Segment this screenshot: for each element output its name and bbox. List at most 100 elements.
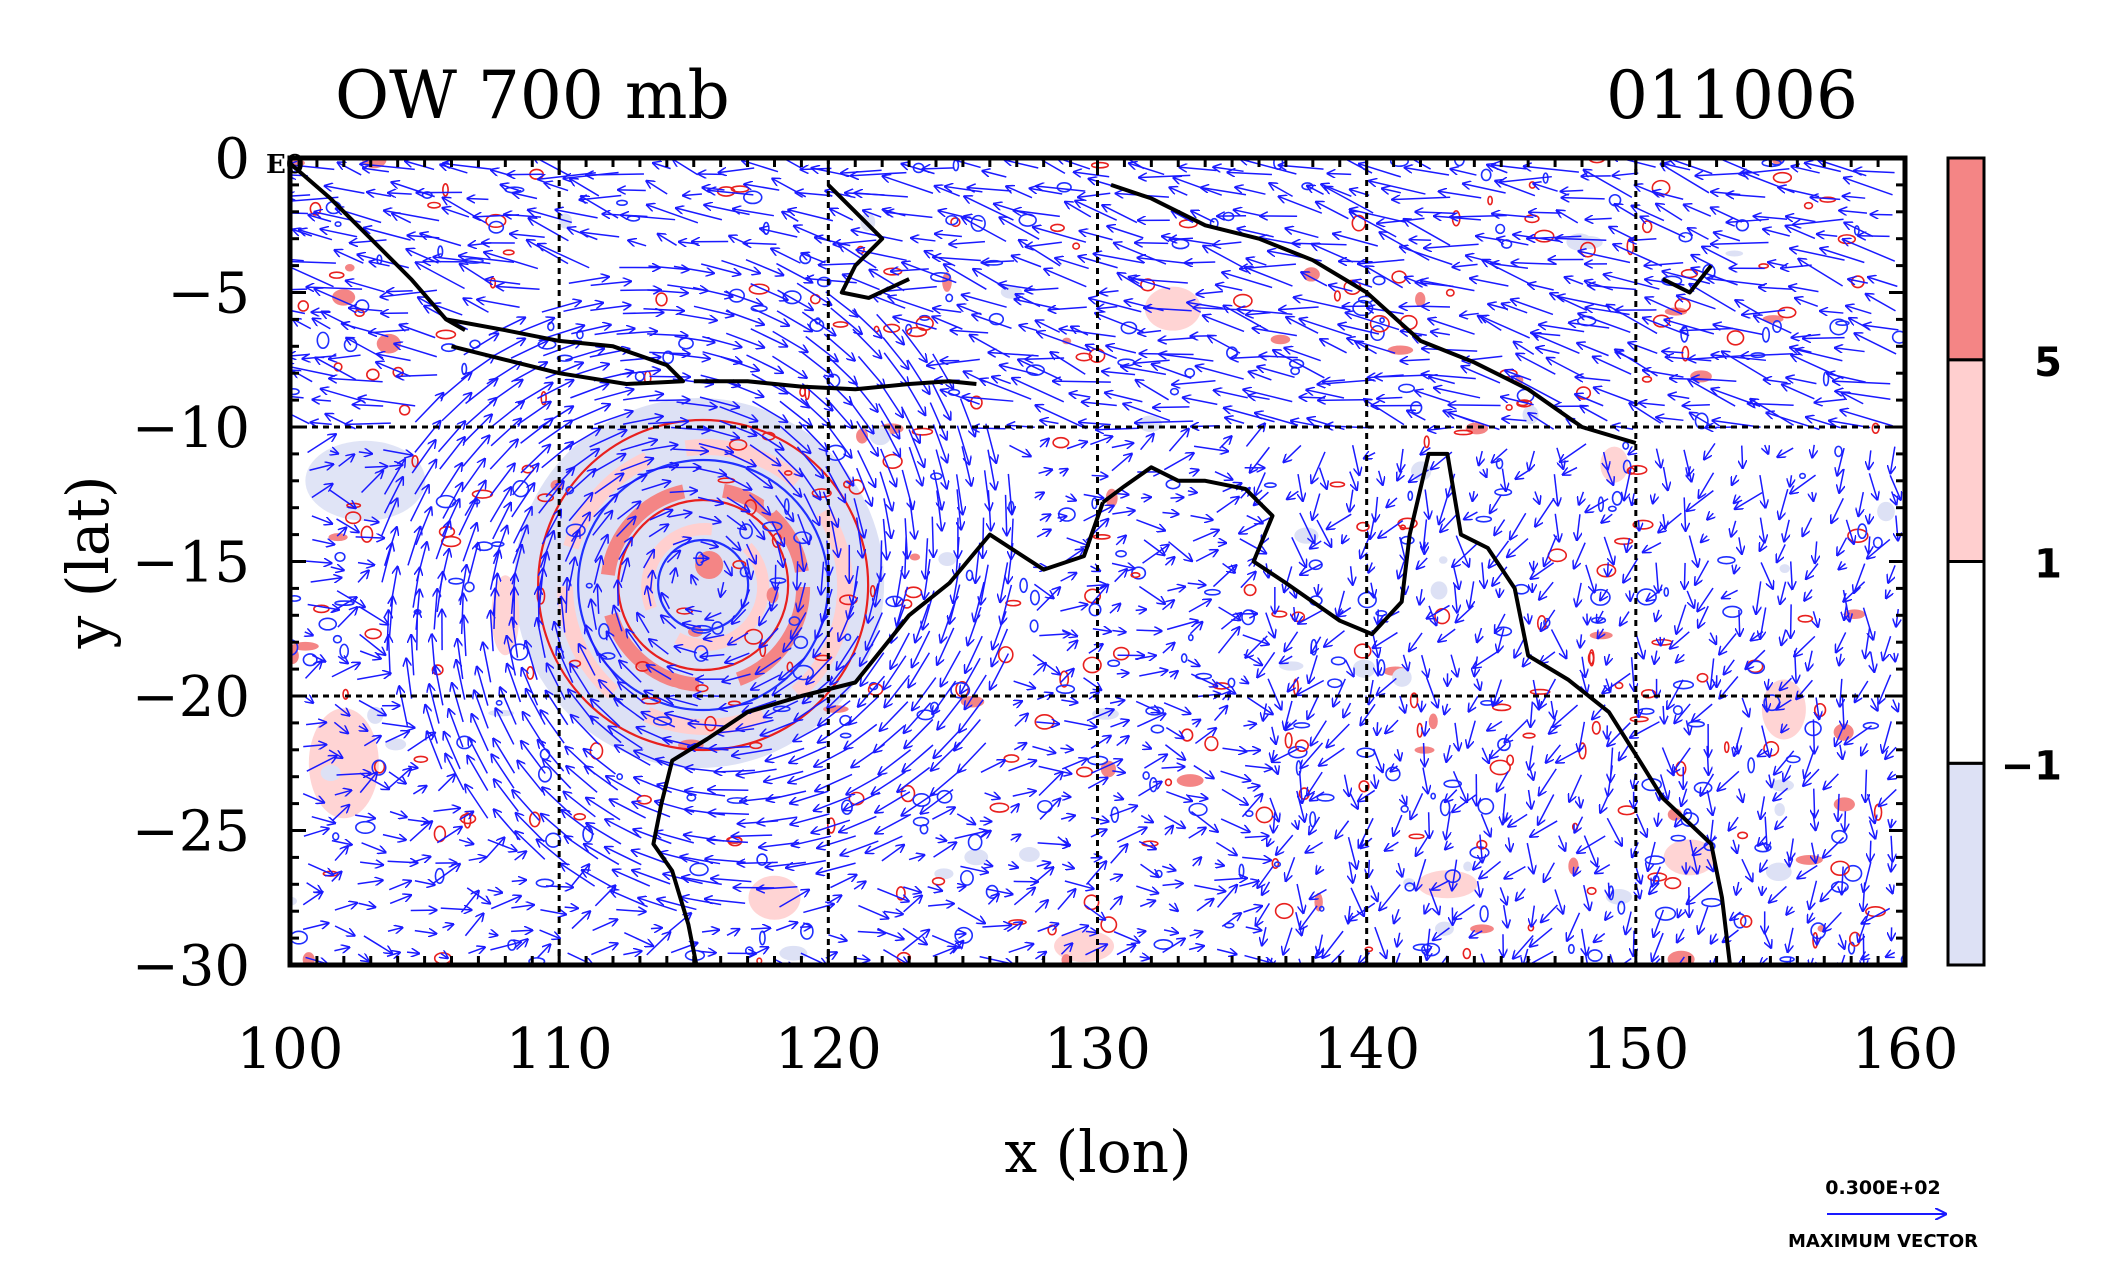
ow-contour: [1462, 947, 1472, 960]
wind-vector: [1638, 519, 1639, 530]
wind-vector: [649, 376, 689, 377]
colorbar-segment: [1946, 560, 1986, 765]
ow-contour: [1408, 833, 1425, 840]
ow-contour: [1617, 900, 1626, 915]
ow-contour: [1358, 780, 1370, 793]
ow-contour: [1717, 555, 1736, 565]
wind-vector: [1608, 882, 1609, 897]
ow-contour: [585, 582, 593, 589]
y-tick-label: −10: [132, 396, 250, 461]
ow-contour: [1487, 195, 1494, 206]
ow-contour: [988, 312, 1005, 326]
ow-contour: [1287, 745, 1308, 759]
ow-shading-patch: [1463, 861, 1473, 872]
ow-contour: [1591, 720, 1601, 735]
ow-contour: [1150, 724, 1165, 734]
ow-contour: [1722, 605, 1743, 618]
wind-vector: [1607, 562, 1608, 575]
ow-contour: [1290, 366, 1301, 376]
y-tick-label: −25: [132, 800, 250, 865]
ow-contour: [1356, 521, 1370, 532]
ow-contour: [945, 293, 954, 303]
wind-vector: [1170, 497, 1182, 498]
ow-shading-patch: [1877, 501, 1895, 522]
ow-contour: [1294, 739, 1309, 753]
ow-contour: [743, 190, 763, 205]
ow-contour: [1614, 681, 1624, 690]
ow-contour: [1204, 735, 1219, 752]
wind-vector: [1429, 812, 1430, 837]
colorbar-segment: [1946, 358, 1986, 563]
wind-vector: [1378, 609, 1379, 624]
colorbar-label: −1: [2001, 743, 2062, 789]
ow-shading-patch: [1138, 415, 1162, 433]
ow-contour: [1891, 330, 1905, 344]
ow-contour: [1052, 436, 1070, 449]
ow-contour: [832, 321, 849, 328]
ow-contour: [786, 661, 794, 673]
wind-vector: [1053, 381, 1111, 382]
wind-vector: [1533, 560, 1534, 570]
wind-vector: [708, 790, 749, 791]
ow-shading-patch: [344, 263, 355, 272]
ow-contour: [1318, 905, 1325, 912]
ow-contour: [1130, 572, 1141, 579]
y-tick-labels: 0 −5 −10 −15 −20 −25 −30: [132, 127, 250, 999]
ow-shading-patch: [308, 708, 379, 819]
ow-contour: [1029, 619, 1039, 633]
wind-vector: [1529, 212, 1561, 213]
ow-shading-patch: [934, 868, 954, 880]
ow-contour: [1681, 345, 1690, 362]
ow-contour: [848, 791, 865, 806]
ow-contour: [290, 595, 302, 602]
ow-contour: [1003, 754, 1020, 763]
chart-title: OW 700 mb: [335, 57, 730, 134]
ow-contour: [1050, 223, 1065, 233]
wind-vector: [1633, 930, 1634, 956]
ow-contour: [783, 470, 793, 476]
wind-vector: [1791, 604, 1792, 637]
ow-shading-patch: [320, 764, 341, 781]
ow-shading-patch: [748, 875, 801, 920]
wind-vector: [1328, 173, 1352, 174]
y-axis-label: y (lat): [54, 476, 122, 650]
wind-vector: [538, 588, 539, 628]
wind-vector: [622, 312, 663, 313]
wind-vector: [1140, 497, 1151, 498]
ow-contour: [997, 646, 1014, 664]
colorbar: −1 1 5: [1946, 156, 2062, 967]
ow-shading-patch: [1387, 345, 1414, 355]
ow-contour: [1072, 242, 1081, 250]
ow-contour: [565, 486, 575, 495]
ow-shading-patch: [1690, 370, 1712, 383]
y-tick-label: −15: [132, 531, 250, 596]
ow-contour: [1567, 943, 1575, 954]
ow-contour: [1831, 829, 1848, 844]
ow-contour: [1672, 680, 1695, 690]
ow-contour: [1590, 588, 1611, 606]
ow-contour: [689, 862, 709, 877]
ow-shading-patch: [1415, 291, 1426, 307]
ow-shading-patch: [1352, 659, 1376, 678]
ow-contour: [1529, 688, 1551, 695]
ow-contour: [332, 634, 343, 644]
ow-contour: [1379, 317, 1385, 324]
wind-vector: [1191, 336, 1214, 337]
ow-contour: [463, 581, 475, 593]
ow-shading-patch: [385, 738, 407, 751]
wind-vector: [566, 579, 567, 613]
ow-contour: [1092, 534, 1111, 540]
wind-vector: [1859, 236, 1890, 237]
ow-shading-patch: [1430, 581, 1448, 600]
ow-contour: [1798, 472, 1807, 480]
ow-contour: [748, 283, 770, 295]
ow-contour: [1445, 288, 1455, 297]
ow-contour: [1055, 684, 1076, 694]
ow-contour: [1107, 659, 1121, 668]
ow-contour: [485, 213, 507, 229]
ow-contour: [313, 604, 330, 614]
ow-contour: [1187, 634, 1194, 642]
ow-contour: [1777, 306, 1797, 319]
ow-contour: [1696, 672, 1709, 683]
